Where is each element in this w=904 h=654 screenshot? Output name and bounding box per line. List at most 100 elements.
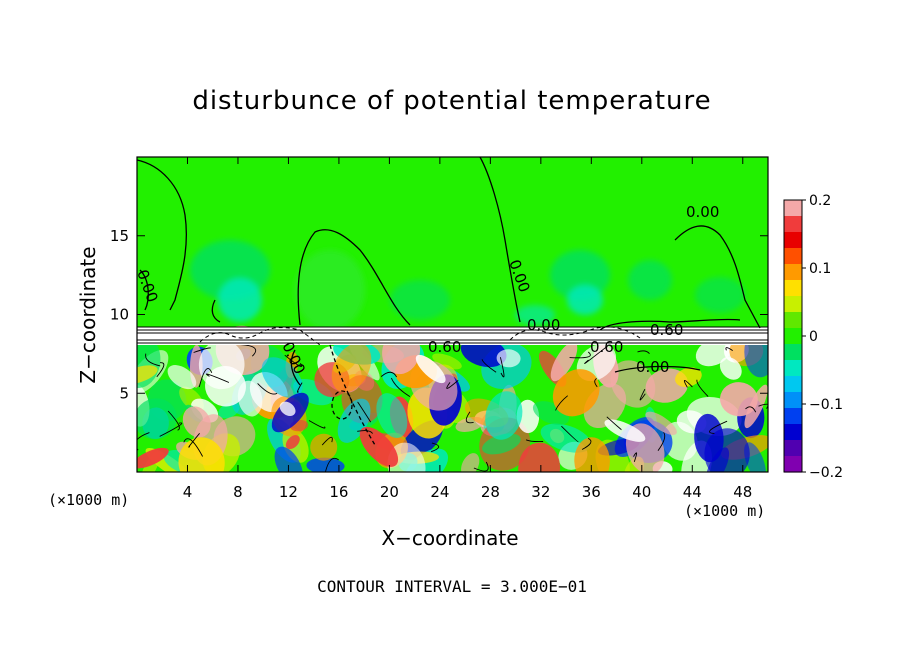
turbulence-contour xyxy=(581,437,592,450)
contour-label: 0.00 xyxy=(527,316,560,334)
turbulence-contour xyxy=(145,353,161,367)
turbulence-contour xyxy=(683,380,693,388)
turbulence-cell xyxy=(415,354,446,384)
colorbar-tick-label: 0.2 xyxy=(809,193,831,209)
x-tick-label: 16 xyxy=(329,483,348,501)
turbulence-cell xyxy=(552,369,600,417)
contour-label: 0.60 xyxy=(650,321,683,339)
x-tick-label: 32 xyxy=(531,483,550,501)
turbulence-contour xyxy=(657,432,666,451)
x-tick-label: 24 xyxy=(430,483,449,501)
turbulence-cell xyxy=(331,342,372,393)
turbulence-contour xyxy=(380,371,397,378)
colorbar-segment xyxy=(784,280,802,297)
contour-label: 0.00 xyxy=(686,203,719,221)
turbulence-cell xyxy=(485,391,523,440)
turbulence-cell xyxy=(359,426,399,467)
x-tick-label: 4 xyxy=(183,483,193,501)
turbulence-contour xyxy=(324,457,339,472)
turbulence-cell xyxy=(719,357,742,380)
turbulence-cell xyxy=(675,367,702,388)
turbulence-contour xyxy=(159,422,183,437)
colorbar-tick-label: 0 xyxy=(809,329,818,345)
turbulence-contour xyxy=(308,420,326,429)
turbulence-contour xyxy=(594,378,598,388)
turbulence-cell xyxy=(137,398,177,440)
y-tick-label: 15 xyxy=(110,227,129,245)
turbulence-contour xyxy=(357,401,372,423)
turbulence-contour xyxy=(639,388,646,401)
turbulence-cell xyxy=(285,435,300,450)
colorbar-segment xyxy=(784,408,802,425)
colorbar-segment xyxy=(784,456,802,473)
turbulence-contour xyxy=(357,430,374,434)
turbulence-cell xyxy=(461,453,480,472)
turbulence-contour xyxy=(725,347,733,351)
x-tick-label: 12 xyxy=(279,483,298,501)
turbulence-cell xyxy=(306,457,345,472)
band-lines xyxy=(137,326,768,346)
turbulence-contour xyxy=(167,410,180,431)
turbulence-contour xyxy=(696,379,709,397)
colorbar-segment xyxy=(784,248,802,265)
turbulence-cell xyxy=(518,442,561,472)
colorbar-segment xyxy=(784,376,802,393)
colorbar-segment xyxy=(784,296,802,313)
turbulence-contour xyxy=(205,373,230,383)
contour-label: 0.60 xyxy=(428,338,461,356)
turbulence-contour xyxy=(465,411,474,424)
turbulence-contour xyxy=(390,377,411,397)
turbulence-cell xyxy=(310,433,338,461)
contour-label: 0.00 xyxy=(636,358,669,376)
x-axis-unit: (×1000 m) xyxy=(684,502,766,520)
turbulence-contour xyxy=(193,347,211,353)
turbulence-contour xyxy=(446,379,459,389)
turbulence-contour xyxy=(584,345,608,364)
y-tick-label: 5 xyxy=(119,384,129,402)
turbulence-cell xyxy=(496,349,521,368)
turbulence-contour xyxy=(156,362,165,378)
colorbar-tick-label: 0.1 xyxy=(809,261,831,277)
turbulence-contour xyxy=(633,452,638,462)
colorbar-segment xyxy=(784,392,802,409)
x-tick-label: 48 xyxy=(733,483,752,501)
turbulence-contour xyxy=(569,351,591,359)
contour-interval-note: CONTOUR INTERVAL = 3.000E−01 xyxy=(317,577,587,596)
x-tick-label: 28 xyxy=(481,483,500,501)
turbulence-contour xyxy=(637,350,650,355)
colorbar-segment xyxy=(784,440,802,457)
colorbar-segment xyxy=(784,312,802,329)
x-tick-label: 36 xyxy=(582,483,601,501)
turbulence-contour xyxy=(284,354,303,367)
x-tick-label: 40 xyxy=(632,483,651,501)
turbulence-cell xyxy=(376,393,408,439)
turbulence-cell xyxy=(720,382,758,417)
turbulence-contour xyxy=(188,433,200,448)
turbulence-cell xyxy=(137,365,158,385)
turbulence-cell xyxy=(705,447,730,472)
turbulence-contour xyxy=(257,383,278,395)
colorbar-segment xyxy=(784,264,802,281)
colorbar-segment xyxy=(784,424,802,441)
turbulence-contour xyxy=(183,438,203,457)
colorbar: 0.2 0.1 0 −0.1 −0.2 xyxy=(783,193,843,481)
turbulence-contour xyxy=(430,442,440,453)
turbulence-cell xyxy=(279,401,296,417)
turbulence-contour xyxy=(137,432,150,451)
contour-label: 0.60 xyxy=(590,338,623,356)
turbulence-cell xyxy=(482,433,521,455)
turbulence-cell xyxy=(432,353,462,370)
turbulence-cell xyxy=(645,411,677,435)
plot-area: 0.00 0.00 0.00 0.00 0.00 0.60 0.60 0.60 … xyxy=(137,157,768,472)
contour-lines xyxy=(137,157,761,446)
chart-title: disturbunce of potential temperature xyxy=(192,86,712,116)
turbulence-contour xyxy=(745,406,757,413)
turbulence-contour xyxy=(296,382,303,393)
turbulence-contour xyxy=(709,420,728,434)
turbulence-contour xyxy=(555,395,568,411)
turbulence-contour xyxy=(525,439,544,443)
colorbar-segment xyxy=(784,328,802,345)
x-tick-label: 44 xyxy=(683,483,702,501)
